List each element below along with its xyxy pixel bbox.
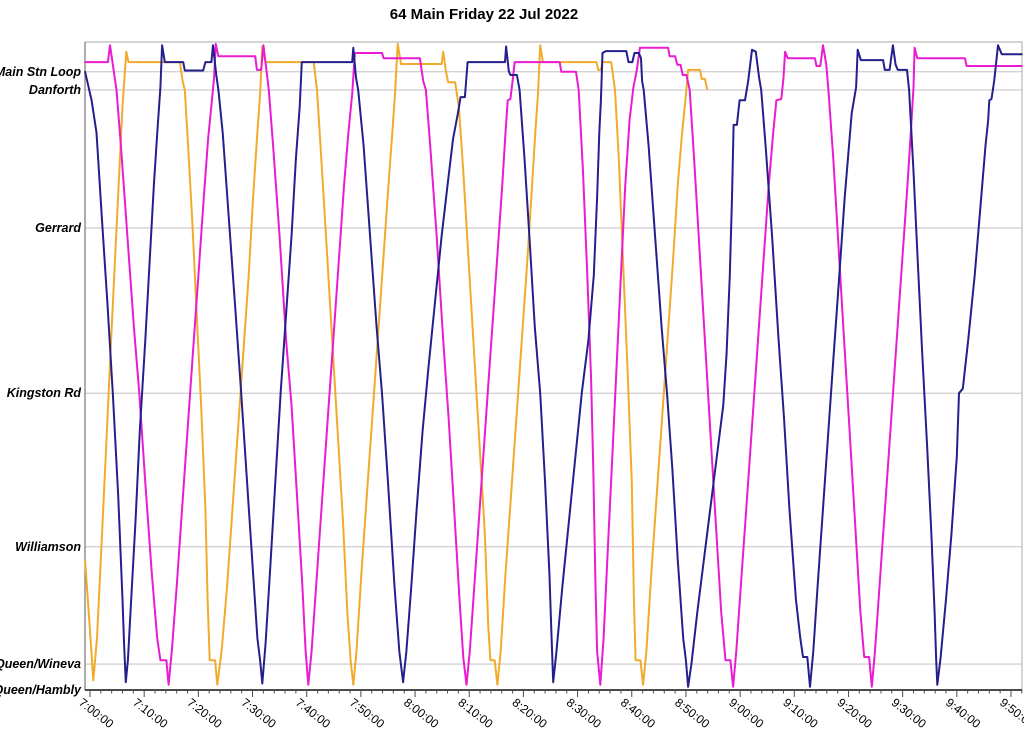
trace-vehicle-navy	[84, 44, 1023, 688]
time-tick-label: 7:10:00	[130, 695, 170, 731]
time-tick-label: 7:20:00	[185, 695, 225, 731]
time-tick-label: 9:30:00	[889, 695, 929, 731]
trace-vehicle-magenta	[84, 42, 1023, 688]
time-tick-label: 9:50:00	[997, 695, 1024, 731]
time-tick-label: 8:20:00	[510, 695, 550, 731]
station-label: Williamson	[15, 540, 81, 554]
time-tick-label: 9:40:00	[943, 695, 983, 731]
time-tick-label: 7:40:00	[293, 695, 333, 731]
time-tick-label: 9:00:00	[726, 695, 766, 731]
time-tick-label: 8:00:00	[401, 695, 441, 731]
time-tick-label: 7:00:00	[76, 695, 116, 731]
chart-title: 64 Main Friday 22 Jul 2022	[389, 6, 579, 23]
station-label: Queen/Wineva	[0, 657, 81, 671]
time-tick-label: 9:10:00	[780, 695, 820, 731]
station-label: Kingston Rd	[7, 386, 82, 400]
time-tick-label: 8:30:00	[564, 695, 604, 731]
trace-vehicle-orange	[84, 42, 709, 686]
time-tick-label: 7:50:00	[347, 695, 387, 731]
time-tick-label: 9:20:00	[835, 695, 875, 731]
station-label: Main Stn Loop	[0, 65, 81, 79]
time-tick-label: 7:30:00	[239, 695, 279, 731]
time-tick-label: 8:10:00	[455, 695, 495, 731]
station-label: Danforth	[29, 83, 81, 97]
time-tick-label: 8:50:00	[672, 695, 712, 731]
time-tick-label: 8:40:00	[618, 695, 658, 731]
station-label: Gerrard	[35, 221, 81, 235]
station-label: Queen/Hambly	[0, 683, 82, 697]
